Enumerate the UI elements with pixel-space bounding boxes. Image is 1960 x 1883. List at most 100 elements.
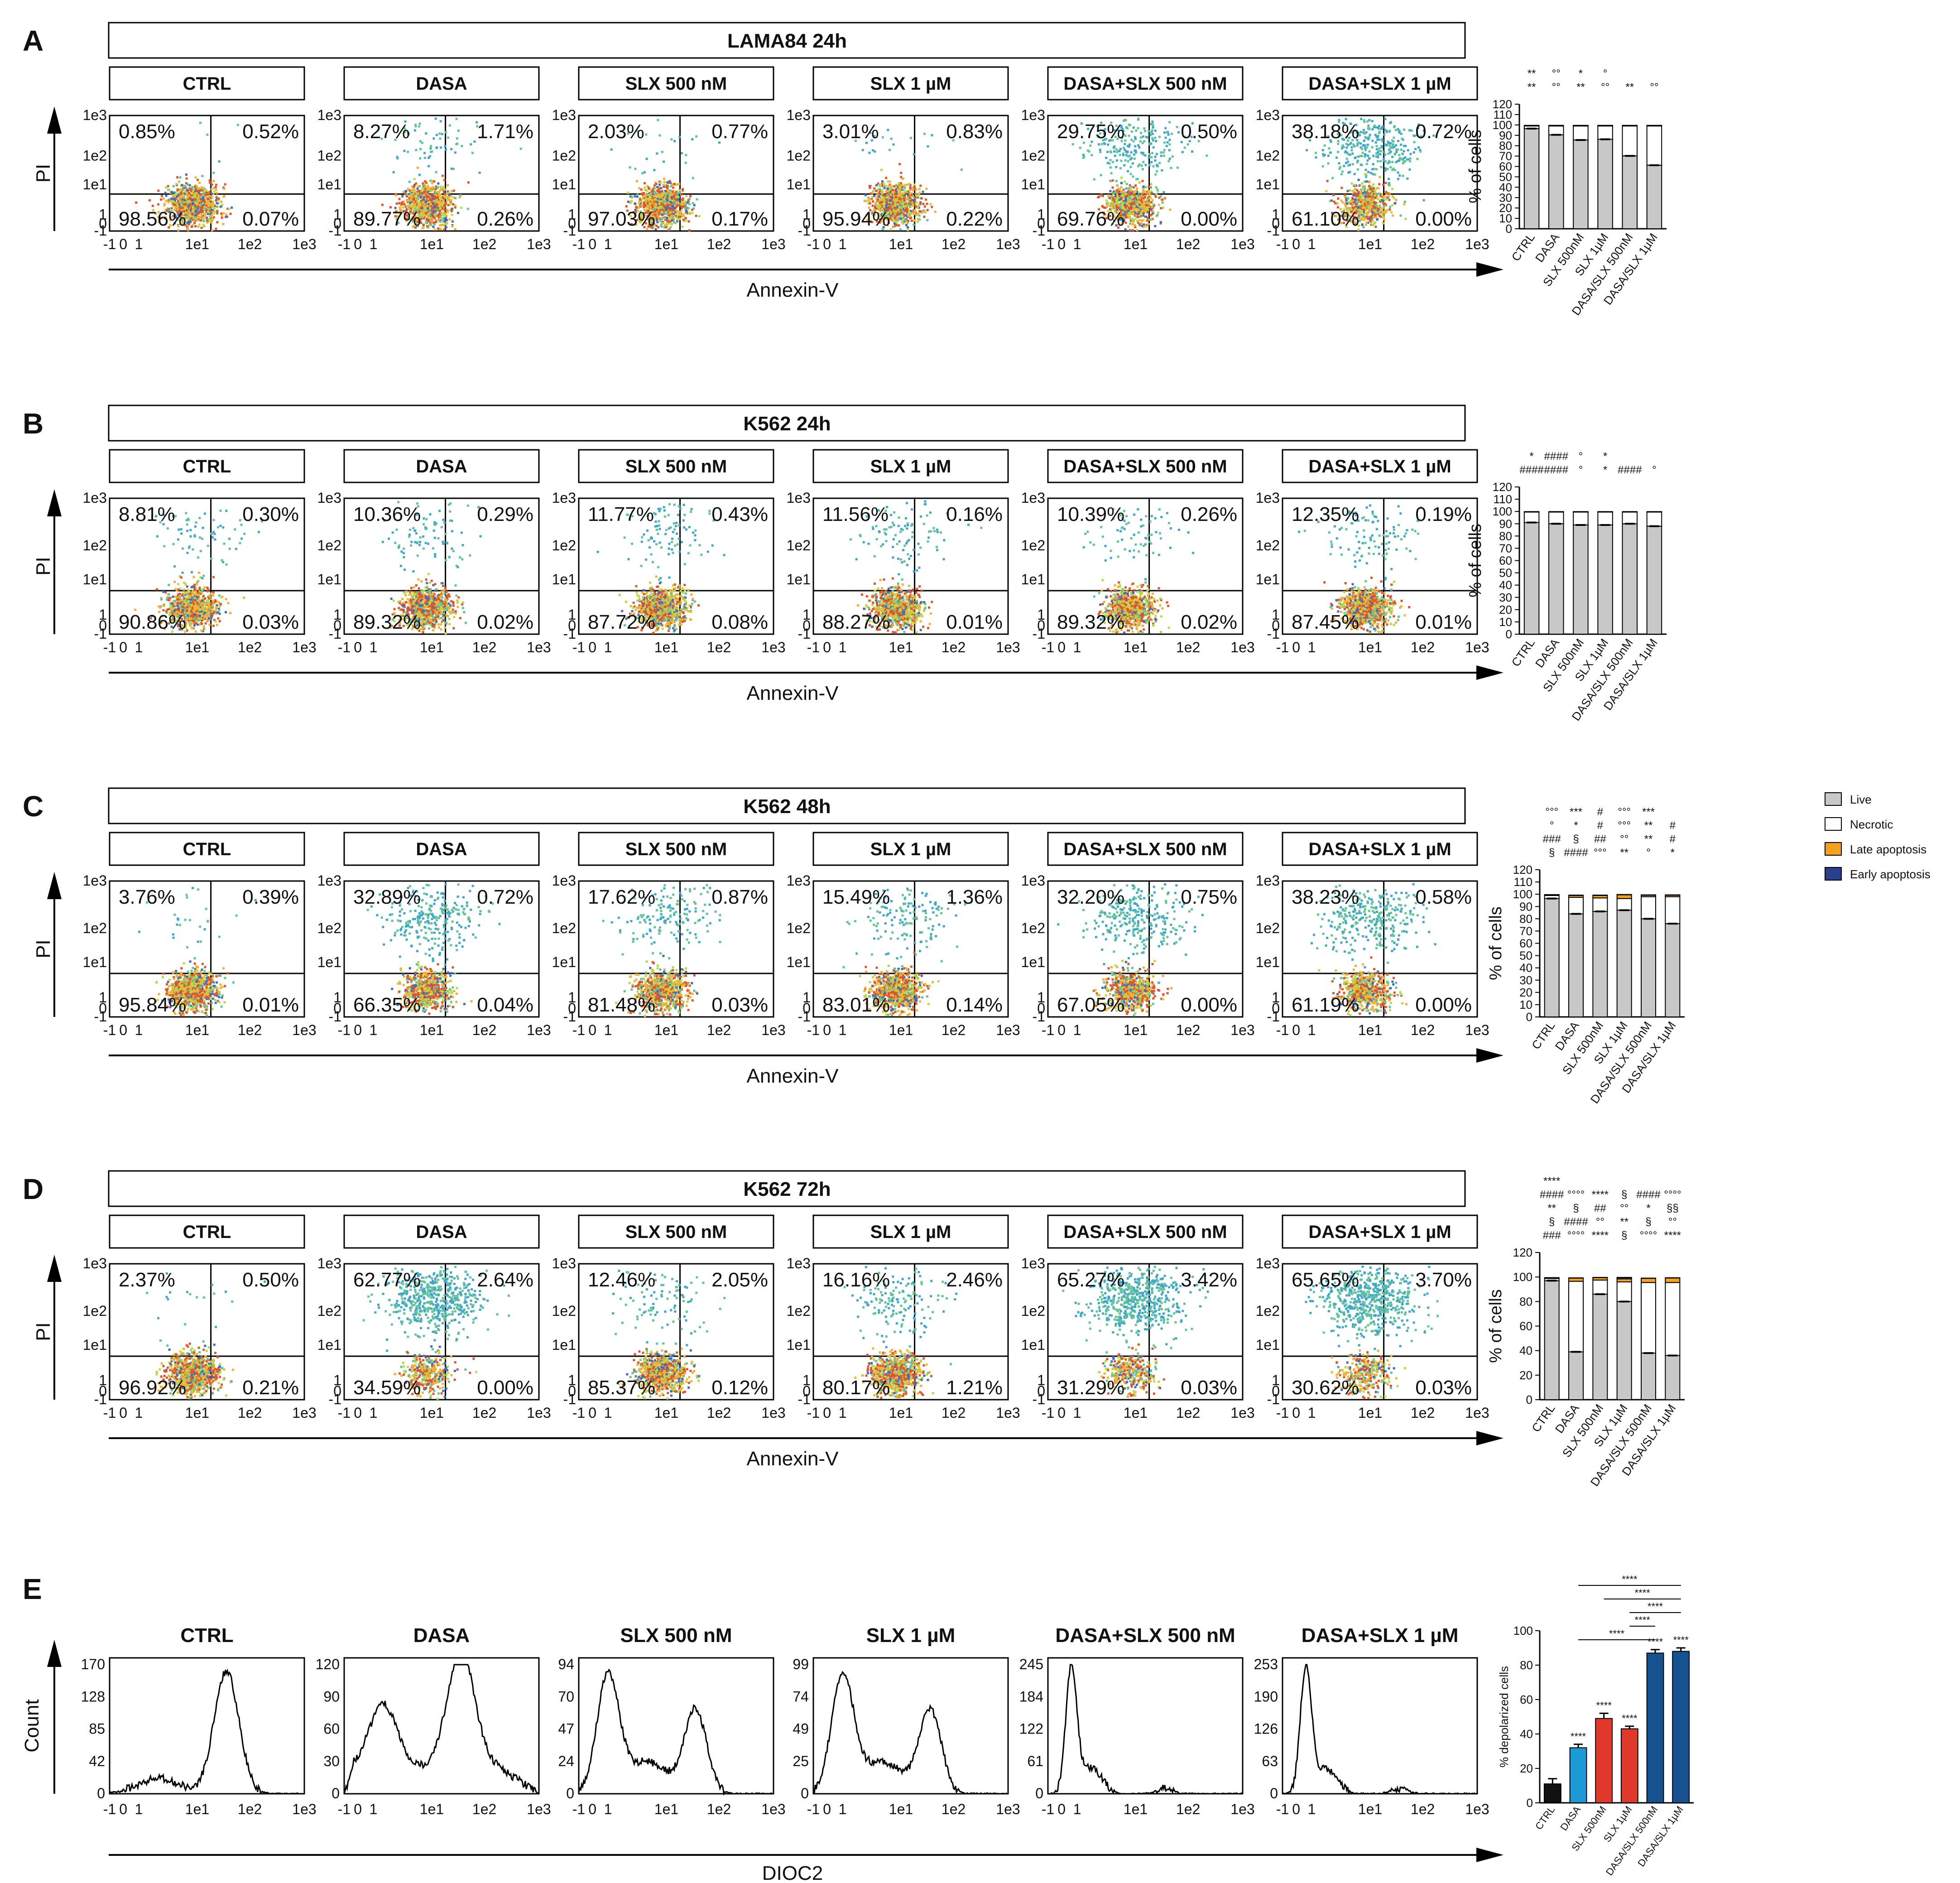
event-dot — [1099, 151, 1101, 153]
event-dot — [1151, 152, 1153, 154]
event-dot — [1158, 136, 1161, 138]
event-dot — [225, 216, 227, 218]
event-dot — [413, 186, 415, 188]
quadrant-ur-percent: 1.71% — [477, 120, 533, 143]
event-dot — [1132, 229, 1134, 231]
event-dot — [667, 208, 669, 210]
event-dot — [649, 203, 651, 206]
event-dot — [686, 211, 688, 213]
event-dot — [919, 185, 922, 187]
event-dot — [216, 196, 218, 198]
event-dot — [209, 207, 211, 210]
event-dot — [1125, 188, 1128, 190]
event-dot — [673, 183, 676, 185]
flow-plot: 38.18% 0.72%61.10% 0.00%-1 0 1 1e1 1e2 1e3-1011… — [1256, 107, 1489, 252]
event-dot — [1127, 160, 1129, 162]
event-dot — [186, 196, 188, 198]
event-dot — [459, 194, 461, 197]
event-dot — [1142, 152, 1144, 154]
event-dot — [678, 192, 681, 194]
event-dot — [1129, 166, 1132, 168]
event-dot — [1124, 199, 1127, 202]
y-tick-label: 1e3 — [787, 107, 811, 123]
event-dot — [1118, 195, 1120, 197]
event-dot — [907, 194, 909, 196]
event-dot — [1144, 211, 1147, 213]
event-dot — [432, 226, 434, 228]
event-dot — [688, 220, 690, 222]
event-dot — [1140, 205, 1143, 207]
event-dot — [664, 224, 666, 226]
event-dot — [1143, 223, 1145, 226]
event-dot — [438, 213, 441, 215]
event-dot — [1140, 132, 1142, 134]
event-dot — [1129, 193, 1131, 196]
event-dot — [888, 203, 890, 205]
event-dot — [677, 196, 679, 198]
event-dot — [457, 212, 459, 214]
y-tick-label: 1e1 — [787, 176, 811, 193]
event-dot — [906, 209, 908, 212]
event-dot — [422, 201, 424, 203]
event-dot — [1116, 159, 1118, 162]
event-dot — [883, 183, 885, 185]
quadrant-ll-percent: 97.03% — [588, 208, 655, 230]
event-dot — [1110, 151, 1112, 154]
event-dot — [1134, 226, 1136, 228]
event-dot — [183, 189, 185, 191]
event-dot — [651, 200, 653, 202]
event-dot — [428, 165, 430, 167]
event-dot — [1120, 186, 1122, 188]
event-dot — [650, 188, 652, 190]
quadrant-ur-percent: 0.52% — [242, 120, 299, 143]
event-dot — [1127, 226, 1129, 228]
event-dot — [206, 222, 208, 224]
event-dot — [210, 203, 212, 205]
event-dot — [894, 222, 896, 225]
event-dot — [211, 229, 213, 231]
event-dot — [1148, 186, 1150, 188]
flow-plot: 2.03% 0.77%97.03% 0.17%-1 0 1 1e1 1e2 1e3-1011e… — [552, 107, 786, 252]
event-dot — [1127, 155, 1129, 158]
event-dot — [681, 193, 683, 195]
event-dot — [893, 144, 895, 146]
event-dot — [912, 189, 914, 191]
event-dot — [1106, 206, 1108, 208]
event-dot — [1098, 143, 1100, 145]
event-dot — [179, 200, 182, 202]
event-dot — [917, 221, 919, 223]
event-dot — [415, 149, 417, 151]
x-tick-label: 1 — [1073, 236, 1081, 252]
event-dot — [879, 191, 881, 193]
x-tick-label: 1e2 — [238, 236, 262, 252]
event-dot — [1145, 225, 1147, 227]
event-dot — [400, 203, 403, 205]
event-dot — [197, 206, 199, 208]
event-dot — [1137, 144, 1139, 146]
event-dot — [1124, 181, 1126, 183]
event-dot — [1093, 178, 1095, 181]
event-dot — [918, 204, 920, 207]
event-dot — [660, 207, 663, 209]
event-dot — [1154, 137, 1156, 139]
event-dot — [682, 226, 684, 228]
event-dot — [1144, 186, 1147, 188]
event-dot — [1124, 149, 1126, 151]
event-dot — [430, 217, 432, 219]
event-dot — [1365, 221, 1368, 223]
event-dot — [1150, 183, 1152, 185]
event-dot — [927, 209, 929, 211]
event-dot — [192, 213, 194, 216]
event-dot — [191, 193, 193, 195]
event-dot — [926, 219, 928, 221]
event-dot — [678, 213, 680, 215]
event-dot — [179, 176, 182, 178]
event-dot — [687, 202, 689, 204]
x-tick-label: 1 — [370, 236, 378, 252]
event-dot — [1152, 165, 1154, 168]
event-dot — [1133, 126, 1135, 129]
event-dot — [189, 197, 191, 199]
event-dot — [414, 125, 417, 127]
event-dot — [919, 210, 922, 212]
y-tick-label: 1 — [333, 206, 341, 222]
